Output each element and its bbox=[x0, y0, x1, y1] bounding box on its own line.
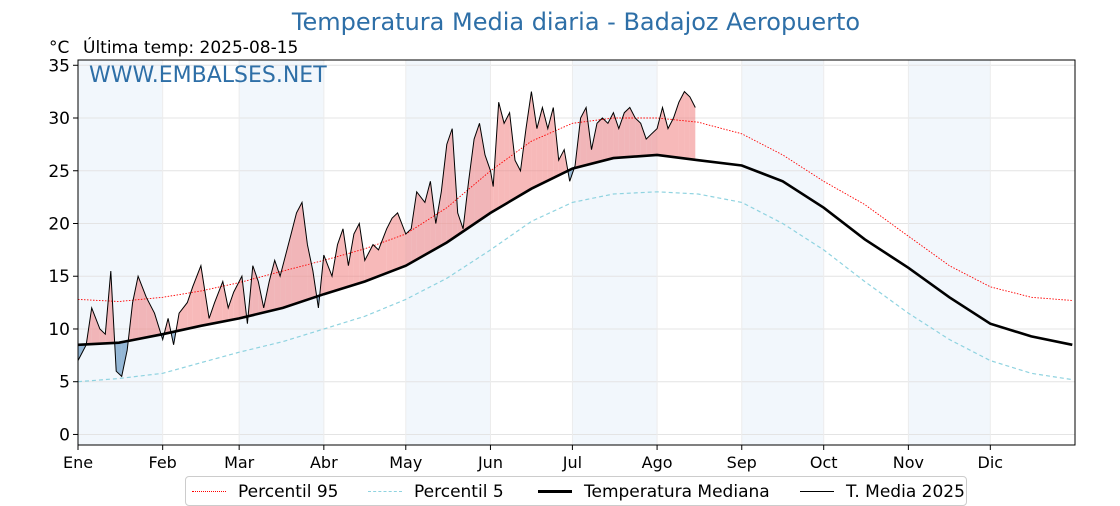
y-tick-label: 10 bbox=[48, 320, 70, 340]
legend-swatch-current bbox=[800, 491, 834, 492]
legend-label-p95: Percentil 95 bbox=[238, 482, 338, 502]
x-tick-label: Oct bbox=[810, 453, 838, 472]
fill-above-median bbox=[365, 245, 373, 282]
fill-above-median bbox=[602, 118, 608, 161]
fill-above-median bbox=[474, 123, 479, 224]
x-tick-label: Abr bbox=[310, 453, 338, 472]
legend: Percentil 95 Percentil 5 Temperatura Med… bbox=[185, 476, 967, 506]
legend-swatch-median bbox=[538, 490, 572, 493]
fill-below-median bbox=[116, 342, 122, 376]
legend-label-median: Temperatura Mediana bbox=[584, 482, 770, 502]
fill-above-median bbox=[392, 213, 398, 271]
fill-above-median bbox=[297, 202, 303, 303]
fill-above-median bbox=[657, 108, 662, 156]
y-tick-label: 15 bbox=[48, 267, 70, 287]
last-temperature-date: Última temp: 2025-08-15 bbox=[83, 38, 298, 58]
fill-above-median bbox=[663, 108, 669, 157]
fill-above-median bbox=[406, 229, 411, 266]
fill-above-median bbox=[447, 129, 452, 243]
fill-above-median bbox=[597, 118, 602, 162]
legend-swatch-p95 bbox=[192, 491, 226, 492]
fill-above-median bbox=[187, 287, 192, 329]
y-tick-label: 20 bbox=[48, 214, 70, 234]
y-tick-label: 35 bbox=[48, 56, 70, 76]
fill-above-median bbox=[624, 108, 630, 158]
fill-above-median bbox=[379, 229, 387, 276]
x-tick-label: Ene bbox=[63, 453, 93, 472]
x-tick-label: Jun bbox=[477, 453, 503, 472]
fill-above-median bbox=[234, 276, 242, 319]
chart-title: Temperatura Media diaria - Badajoz Aerop… bbox=[0, 8, 1120, 36]
x-tick-label: Ago bbox=[642, 453, 673, 472]
fill-above-median bbox=[417, 192, 425, 260]
x-tick-label: Feb bbox=[149, 453, 177, 472]
x-tick-label: Sep bbox=[727, 453, 757, 472]
fill-above-median bbox=[684, 92, 690, 160]
y-axis-unit: °C bbox=[49, 38, 69, 58]
fill-above-median bbox=[398, 213, 406, 269]
legend-label-current: T. Media 2025 bbox=[846, 482, 965, 502]
y-tick-label: 5 bbox=[59, 373, 70, 393]
watermark-text: WWW.EMBALSES.NET bbox=[89, 63, 327, 88]
y-tick-label: 25 bbox=[48, 162, 70, 182]
x-tick-label: May bbox=[389, 453, 422, 472]
x-tick-label: Jul bbox=[562, 453, 582, 472]
y-tick-label: 30 bbox=[48, 109, 70, 129]
fill-above-median bbox=[635, 118, 641, 157]
fill-above-median bbox=[559, 150, 565, 176]
fill-above-median bbox=[179, 303, 187, 331]
x-tick-label: Dic bbox=[978, 453, 1004, 472]
x-tick-label: Nov bbox=[893, 453, 924, 472]
y-tick-label: 0 bbox=[59, 425, 70, 445]
legend-swatch-p5 bbox=[368, 491, 402, 492]
fill-above-median bbox=[324, 255, 332, 294]
legend-label-p5: Percentil 5 bbox=[414, 482, 504, 502]
x-tick-label: Mar bbox=[224, 453, 255, 472]
